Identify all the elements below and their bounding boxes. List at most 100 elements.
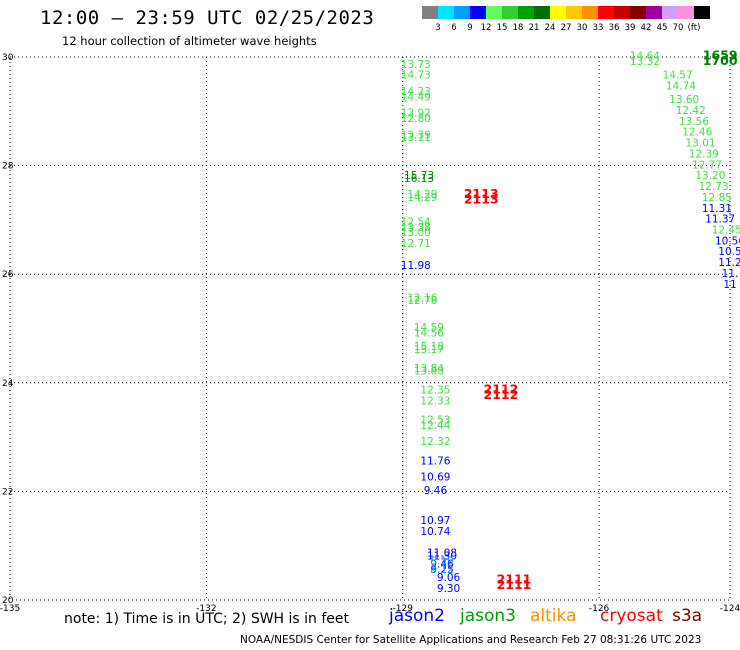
wave-height-label: 11.76 (420, 455, 450, 467)
wave-height-label: 12.73 (699, 181, 729, 193)
colorbar-cell (694, 6, 710, 19)
wave-height-label: 12.16 (407, 292, 437, 304)
wave-height-label: 13.73 (401, 59, 431, 71)
footnote: note: 1) Time is in UTC; 2) SWH is in fe… (64, 611, 350, 627)
colorbar-tick-label: 39 (624, 23, 636, 33)
wave-height-label: 10.74 (420, 526, 450, 538)
colorbar-tick-label: 3 (435, 23, 441, 33)
colorbar-cell (518, 6, 534, 19)
y-tick-label: 24 (2, 379, 14, 389)
colorbar-tick-label: 9 (467, 23, 473, 33)
wave-height-label: 11.08 (427, 548, 457, 560)
wave-height-label: 9.46 (424, 485, 448, 497)
wave-height-label: 13.92 (401, 108, 431, 120)
colorbar-tick-label: 42 (640, 23, 652, 33)
wave-height-label: 13.32 (630, 56, 660, 68)
wave-height-label: 8.12 (430, 564, 453, 576)
colorbar-cell (470, 6, 486, 19)
x-tick-label: -135 (0, 604, 20, 614)
colorbar-cell (630, 6, 646, 19)
wave-height-label: 15.17 (414, 344, 444, 356)
wave-height-label: 10.56 (715, 235, 740, 247)
wave-height-label: 11.37 (705, 214, 735, 226)
wave-height-label: 12.42 (676, 105, 706, 117)
wave-height-label: 13.01 (686, 138, 716, 150)
y-tick-label: 20 (2, 596, 14, 606)
colorbar-tick-label: 30 (576, 23, 588, 33)
x-tick-label: -132 (196, 604, 216, 614)
colorbar-cell (486, 6, 502, 19)
colorbar-cell (662, 6, 678, 19)
wave-height-label: 15.18 (414, 341, 444, 353)
y-tick-label: 28 (2, 162, 14, 172)
legend-s3a: s3a (672, 606, 703, 626)
wave-height-label: 10.5 (718, 246, 740, 258)
wave-height-label: 13.60 (669, 94, 699, 106)
wave-height-label: 14.49 (401, 91, 431, 103)
wave-height-label: 11.98 (401, 260, 431, 272)
colorbar-tick-label: 15 (496, 23, 508, 33)
chart-title: 12:00 — 23:59 UTC 02/25/2023 (40, 7, 375, 29)
colorbar-tick-label: 18 (512, 23, 524, 33)
wave-height-label: 10.69 (420, 472, 450, 484)
time-stamp-label: 1659 (703, 48, 738, 63)
wave-height-label: 14.73 (401, 70, 431, 82)
wave-height-label: 13.84 (414, 363, 444, 375)
wave-height-label: 11.2 (718, 257, 740, 269)
legend-cryosat: cryosat (600, 606, 663, 626)
wave-height-label: 14.59 (414, 322, 444, 334)
wave-height-label: 13.56 (679, 116, 709, 128)
wave-height-label: 13.00 (401, 227, 431, 239)
wave-height-label: 16.13 (404, 173, 434, 185)
time-stamp-label: 2111 (497, 572, 532, 587)
time-stamp-label: 1700 (703, 53, 738, 68)
wave-height-label: 9.06 (437, 572, 461, 584)
y-tick-label: 22 (2, 487, 13, 497)
time-stamp-label: 2111 (497, 577, 532, 592)
wave-height-label: 11 (723, 279, 736, 291)
wave-height-label: 13.88 (414, 366, 444, 378)
colorbar-cell (454, 6, 470, 19)
y-tick-label: 30 (2, 53, 14, 63)
colorbar-cell (582, 6, 598, 19)
wave-height-label: 9.30 (437, 583, 460, 595)
colorbar-tick-label: 24 (544, 23, 556, 33)
colorbar-tick-label: 21 (528, 23, 540, 33)
time-stamp-label: 2113 (464, 186, 499, 201)
legend-jason3: jason3 (460, 606, 516, 626)
wave-height-label: 11.31 (702, 203, 732, 215)
wave-height-label: 12.85 (702, 192, 732, 204)
wave-height-label: 12.80 (401, 113, 431, 125)
colorbar-tick-label: 12 (480, 23, 492, 33)
wave-height-label: 12.32 (420, 436, 450, 448)
wave-height-label: 12.39 (689, 148, 719, 160)
wave-height-label: 12.46 (682, 127, 712, 139)
wave-height-label: 8.19 (430, 556, 453, 568)
wave-height-label: 15.73 (404, 170, 434, 182)
wave-height-label: 12.77 (692, 159, 722, 171)
wave-height-label: 12.45 (712, 224, 740, 236)
time-stamp-label: 2112 (484, 387, 519, 402)
colorbar-tick-label: 45 (656, 23, 668, 33)
y-tick-label: 26 (2, 270, 14, 280)
colorbar-tick-label: (ft) (687, 23, 701, 33)
wave-height-label: 12.44 (420, 420, 450, 432)
wave-height-label: 12.71 (401, 238, 431, 250)
wave-height-label: 13.39 (401, 129, 431, 141)
colorbar-cell (502, 6, 518, 19)
wave-height-label: 14.29 (407, 189, 437, 201)
colorbar-cell (614, 6, 630, 19)
wave-height-label: 13.20 (695, 170, 725, 182)
chart-subtitle: 12 hour collection of altimeter wave hei… (62, 34, 317, 48)
colorbar-tick-label: 33 (592, 23, 604, 33)
colorbar-cell (438, 6, 454, 19)
colorbar-cell (598, 6, 614, 19)
wave-height-label: 14.23 (401, 86, 431, 98)
x-tick-label: -124 (720, 604, 740, 614)
colorbar-tick-label: 36 (608, 23, 620, 33)
colorbar-tick-label: 70 (672, 23, 684, 33)
colorbar-cell (678, 6, 694, 19)
wave-height-label: 10.97 (420, 515, 450, 527)
plot-frame (9, 56, 731, 601)
